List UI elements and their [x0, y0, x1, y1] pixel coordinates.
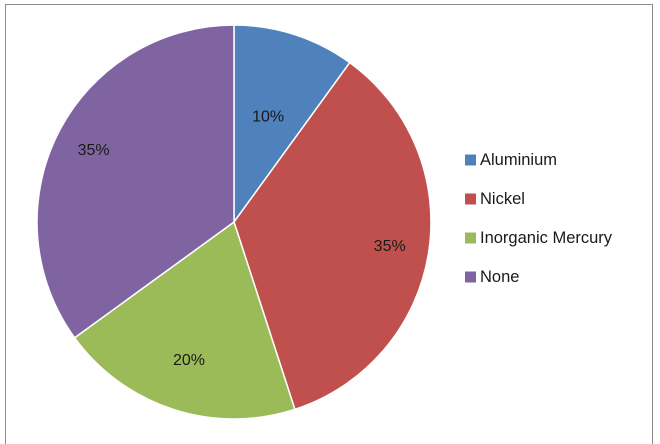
legend-label-aluminium: Aluminium [480, 151, 557, 169]
legend-label-nickel: Nickel [480, 190, 525, 208]
legend-swatch-aluminium [465, 154, 476, 166]
slice-label-none: 35% [78, 142, 110, 159]
slice-label-nickel: 35% [374, 238, 406, 255]
legend-swatch-none [465, 271, 476, 283]
pie-slice-inorganic-mercury [73, 220, 296, 420]
slice-label-aluminium: 10% [252, 109, 284, 126]
pie-slice-none [36, 24, 235, 339]
legend-swatch-nickel [465, 193, 476, 205]
pie-slice-nickel [233, 61, 432, 411]
legend-swatch-inorganic-mercury [465, 232, 476, 244]
legend-label-inorganic-mercury: Inorganic Mercury [480, 229, 613, 247]
pie-slice-aluminium [233, 24, 351, 225]
pie-slices [36, 24, 432, 420]
legend: Aluminium Nickel Inorganic Mercury None [465, 151, 613, 286]
pie-slice-labels: 10% 35% 20% 35% [78, 109, 406, 370]
legend-label-none: None [480, 268, 519, 286]
slice-label-inorganic-mercury: 20% [173, 352, 205, 369]
